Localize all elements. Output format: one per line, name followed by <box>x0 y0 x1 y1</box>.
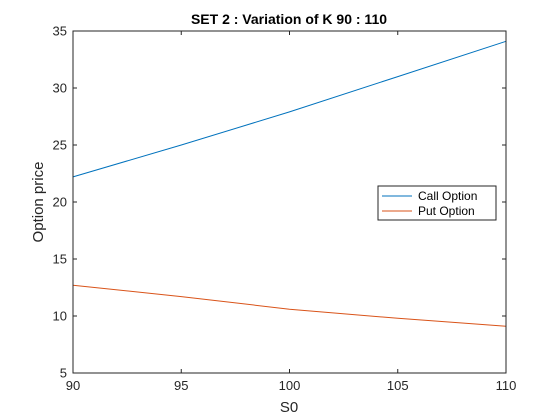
series-line-put-option <box>72 284 507 327</box>
y-tick-label: 15 <box>53 252 67 267</box>
y-tick-label: 20 <box>53 195 67 210</box>
y-tick-label: 5 <box>60 366 67 381</box>
legend-label-put-option: Put Option <box>418 204 475 218</box>
x-tick-label: 100 <box>279 378 301 393</box>
y-tick-label: 10 <box>53 309 67 324</box>
y-tick-label: 35 <box>53 24 67 39</box>
x-tick-label: 105 <box>387 378 409 393</box>
y-axis-label: Option price <box>30 162 47 243</box>
x-axis: 90 95 100 105 110 <box>66 31 517 393</box>
y-tick-label: 25 <box>53 138 67 153</box>
legend-label-call-option: Call Option <box>418 189 477 203</box>
chart-title: SET 2 : Variation of K 90 : 110 <box>191 11 387 27</box>
series-layer <box>72 40 507 327</box>
x-tick-label: 110 <box>496 378 517 393</box>
legend-box <box>377 185 497 221</box>
x-axis-label: S0 <box>280 399 298 416</box>
x-tick-label: 95 <box>174 378 188 393</box>
series-line-call-option <box>72 40 507 178</box>
y-tick-label: 30 <box>53 81 67 96</box>
x-tick-label: 90 <box>66 378 80 393</box>
y-axis: 5 10 15 20 25 30 35 <box>53 24 506 381</box>
